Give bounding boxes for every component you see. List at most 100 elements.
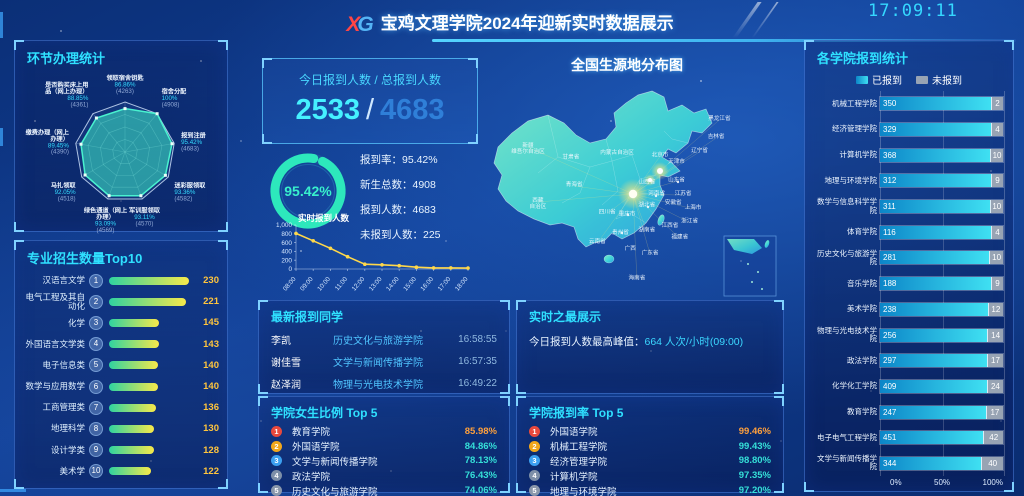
- hainan-island: [603, 254, 615, 264]
- clock: 17:09:11: [868, 1, 958, 21]
- student-name: 赵泽润: [271, 379, 301, 391]
- svg-text:(4569): (4569): [97, 227, 115, 234]
- legend-label: 已报到: [872, 76, 902, 87]
- unreported-segment: 40: [982, 456, 1003, 470]
- svg-text:89.45%: 89.45%: [48, 142, 69, 149]
- college-name: 地理与环境学院: [550, 486, 617, 496]
- bar-track: [109, 382, 189, 391]
- college-label: 机械工程学院: [832, 98, 877, 108]
- svg-text:(4908): (4908): [162, 101, 180, 108]
- major-label: 汉语言文学: [42, 275, 85, 286]
- rank-badge: 5: [529, 485, 540, 496]
- bar-value: 230: [203, 275, 219, 287]
- reported-segment: 256: [880, 328, 989, 342]
- reported-segment: 344: [880, 456, 983, 470]
- college-bar: 297 17: [880, 354, 1003, 368]
- girls-ratio-row: 2 外国语学院 84.86%: [259, 439, 509, 454]
- svg-text:天津市: 天津市: [668, 157, 685, 165]
- gauge-stat-row: 新生总数：4908: [360, 177, 441, 192]
- gauge-stat-label: 报到率：: [360, 154, 402, 166]
- svg-text:200: 200: [281, 257, 292, 264]
- panel-title: 最新报到同学: [271, 310, 344, 324]
- rank-badge: 2: [89, 294, 103, 309]
- college-label: 经济管理学院: [832, 124, 877, 134]
- svg-text:辽宁省: 辽宁省: [691, 146, 708, 154]
- xg-logo-icon: XG: [346, 13, 373, 36]
- svg-text:1,000: 1,000: [276, 222, 292, 229]
- college-row: 政法学院 297 17: [815, 348, 1003, 374]
- rank-badge: 3: [271, 455, 282, 467]
- rank-badge: 4: [271, 470, 282, 482]
- reported-segment: 451: [880, 431, 985, 445]
- page-title: 宝鸡文理学院2024年迎新实时数据展示: [380, 14, 674, 33]
- legend-swatch: [916, 75, 928, 84]
- header-underline: [432, 39, 1016, 42]
- svg-text:四川省: 四川省: [599, 207, 616, 215]
- major-label: 电气工程及其自动化: [25, 291, 85, 311]
- report-rate-row: 5 地理与环境学院 97.20%: [517, 483, 783, 496]
- top10-row: 工商管理类 7 136: [15, 397, 227, 418]
- college-label: 政法学院: [847, 355, 877, 365]
- svg-text:马扎领取: 马扎领取: [51, 182, 77, 190]
- peak-row: 今日报到人数最高峰值：664 人次/小时(09:00): [517, 328, 783, 355]
- report-time: 16:49:22: [458, 377, 497, 389]
- svg-text:(4361): (4361): [71, 101, 89, 108]
- svg-text:绿色通道（网上: 绿色通道（网上: [84, 207, 128, 215]
- axis-tick: 50%: [934, 478, 951, 488]
- college-row: 物理与光电技术学院 256 14: [815, 322, 1003, 348]
- svg-text:军训服领取: 军训服领取: [129, 207, 161, 215]
- college-row: 美术学院 238 12: [815, 297, 1003, 323]
- svg-text:93.36%: 93.36%: [174, 189, 195, 196]
- svg-text:浙江省: 浙江省: [681, 217, 698, 225]
- panel-title: 环节办理统计: [27, 51, 106, 66]
- bar-fill: [109, 318, 160, 327]
- major-label: 美术学: [59, 465, 85, 476]
- legend-swatch: [856, 75, 868, 84]
- gauge-stat-value: 95.42%: [402, 154, 438, 166]
- map-title: 全国生源地分布图: [571, 57, 683, 73]
- legend-item-reported[interactable]: 已报到: [856, 72, 902, 87]
- unreported-segment: 9: [992, 277, 1003, 291]
- unreported-segment: 17: [987, 354, 1003, 368]
- bar-value: 122: [203, 465, 219, 477]
- college-label: 化学化工学院: [832, 381, 877, 391]
- svg-text:安徽省: 安徽省: [665, 198, 682, 206]
- rank-badge: 9: [89, 443, 103, 458]
- college-label: 文学与新闻传播学院: [817, 454, 877, 472]
- header-streak-decoration: [732, 2, 762, 38]
- svg-text:800: 800: [281, 231, 292, 238]
- svg-text:100%: 100%: [162, 95, 178, 102]
- svg-text:400: 400: [281, 249, 292, 256]
- bar-track: [109, 318, 189, 327]
- top10-row: 地理科学 8 130: [15, 418, 227, 439]
- chart-legend: 已报到 未报到: [805, 72, 1013, 87]
- today-count: 2533: [295, 94, 360, 126]
- college-row: 数学与信息科学学院 311 10: [815, 194, 1003, 220]
- reported-count: 368: [883, 150, 897, 160]
- legend-item-unreported[interactable]: 未报到: [916, 72, 962, 87]
- reported-segment: 329: [880, 123, 992, 137]
- college-row: 机械工程学院 350 2: [815, 91, 1003, 117]
- latest-student-row: 谢佳雪 文学与新闻传播学院 16:57:35: [259, 350, 509, 372]
- college-row: 教育学院 247 17: [815, 399, 1003, 425]
- bar-value: 136: [203, 402, 219, 414]
- header: XG 宝鸡文理学院2024年迎新实时数据展示: [300, 9, 720, 37]
- bar-track: [109, 467, 189, 476]
- girls-ratio-row: 3 文学与新闻传播学院 78.13%: [259, 454, 509, 469]
- gauge-stat-label: 新生总数：: [360, 179, 413, 191]
- rank-badge: 1: [271, 425, 282, 437]
- svg-text:甘肃省: 甘肃省: [563, 153, 580, 161]
- svg-text:(4683): (4683): [181, 146, 199, 153]
- bar-fill: [109, 276, 189, 285]
- unreported-segment: 4: [992, 225, 1003, 239]
- svg-text:山东省: 山东省: [668, 175, 685, 183]
- svg-text:93.11%: 93.11%: [134, 214, 155, 221]
- top10-row: 数学与应用数学 6 140: [15, 376, 227, 397]
- panel-title: 学院报到率 Top 5: [529, 406, 624, 420]
- bar-fill: [109, 424, 155, 433]
- top10-bar-chart: 汉语言文学 1 230 电气工程及其自动化 2 221 化学 3 145 外国语言文学类 4 143 电…: [15, 270, 227, 482]
- axis-tick: 0%: [890, 478, 902, 488]
- bar-value: 143: [203, 338, 219, 350]
